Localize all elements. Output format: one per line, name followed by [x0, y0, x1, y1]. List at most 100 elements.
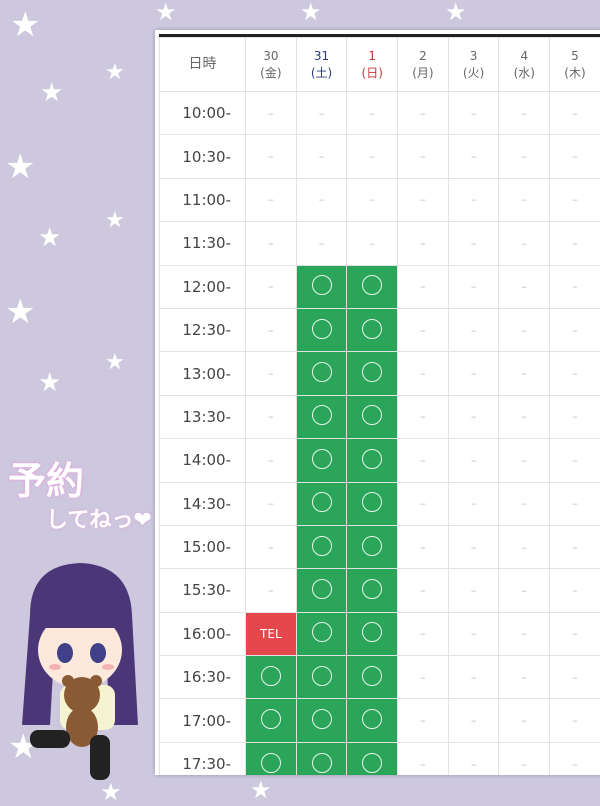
slot-available[interactable]: [347, 352, 398, 395]
promo-line1: 予約: [8, 450, 84, 505]
slot-unavailable: –: [499, 308, 550, 351]
slot-available[interactable]: [347, 308, 398, 351]
slot-unavailable: –: [550, 569, 600, 612]
slot-unavailable: –: [550, 135, 600, 178]
circle-icon: [362, 492, 382, 512]
time-label: 13:00-: [160, 352, 246, 395]
circle-icon: [261, 709, 281, 729]
slot-unavailable: –: [246, 222, 297, 265]
time-row: 14:00-–––––: [160, 439, 600, 482]
slot-unavailable: –: [448, 742, 499, 775]
star-icon: ★: [300, 0, 322, 24]
slot-unavailable: –: [246, 482, 297, 525]
slot-unavailable: –: [550, 178, 600, 221]
day-weekday: (木): [564, 66, 585, 80]
slot-available[interactable]: [296, 308, 347, 351]
slot-available[interactable]: [347, 612, 398, 655]
time-row: 12:30-–––––: [160, 308, 600, 351]
day-header: 4(水): [499, 38, 550, 92]
slot-unavailable: –: [448, 525, 499, 568]
circle-icon: [362, 319, 382, 339]
slot-unavailable: –: [246, 439, 297, 482]
circle-icon: [362, 709, 382, 729]
slot-unavailable: –: [296, 92, 347, 135]
time-row: 10:00-–––––––: [160, 92, 600, 135]
slot-unavailable: –: [448, 699, 499, 742]
slot-available[interactable]: [347, 439, 398, 482]
circle-icon: [312, 666, 332, 686]
circle-icon: [312, 709, 332, 729]
day-header: 30(金): [246, 38, 297, 92]
slot-available[interactable]: [246, 742, 297, 775]
star-icon: ★: [38, 370, 61, 396]
time-label: 16:00-: [160, 612, 246, 655]
circle-icon: [362, 362, 382, 382]
star-icon: ★: [10, 8, 40, 42]
star-icon: ★: [105, 352, 125, 374]
slot-available[interactable]: [296, 395, 347, 438]
slot-unavailable: –: [398, 308, 449, 351]
day-header: 3(火): [448, 38, 499, 92]
slot-unavailable: –: [550, 308, 600, 351]
slot-available[interactable]: [296, 612, 347, 655]
circle-icon: [312, 753, 332, 773]
slot-available[interactable]: [246, 699, 297, 742]
slot-unavailable: –: [246, 395, 297, 438]
time-label: 10:00-: [160, 92, 246, 135]
slot-available[interactable]: [296, 525, 347, 568]
slot-available[interactable]: [296, 699, 347, 742]
slot-unavailable: –: [448, 439, 499, 482]
slot-unavailable: –: [398, 612, 449, 655]
slot-available[interactable]: [347, 569, 398, 612]
slot-available[interactable]: [347, 395, 398, 438]
time-row: 12:00-–––––: [160, 265, 600, 308]
slot-unavailable: –: [398, 656, 449, 699]
slot-available[interactable]: [347, 699, 398, 742]
time-row: 17:00-––––: [160, 699, 600, 742]
circle-icon: [312, 579, 332, 599]
slot-available[interactable]: [296, 569, 347, 612]
slot-available[interactable]: [296, 482, 347, 525]
slot-available[interactable]: [296, 265, 347, 308]
slot-unavailable: –: [499, 482, 550, 525]
circle-icon: [362, 622, 382, 642]
slot-unavailable: –: [398, 569, 449, 612]
slot-unavailable: –: [398, 395, 449, 438]
slot-unavailable: –: [398, 439, 449, 482]
slot-unavailable: –: [550, 482, 600, 525]
slot-unavailable: –: [499, 92, 550, 135]
time-row: 15:30-–––––: [160, 569, 600, 612]
slot-unavailable: –: [246, 308, 297, 351]
slot-available[interactable]: [296, 742, 347, 775]
slot-available[interactable]: [296, 656, 347, 699]
day-date: 5: [571, 49, 579, 63]
slot-available[interactable]: [347, 742, 398, 775]
slot-unavailable: –: [499, 569, 550, 612]
slot-available[interactable]: [347, 482, 398, 525]
slot-unavailable: –: [448, 308, 499, 351]
slot-unavailable: –: [499, 395, 550, 438]
reserve-promo-logo: 予約 してねっ❤: [8, 440, 158, 540]
slot-unavailable: –: [246, 178, 297, 221]
slot-available[interactable]: [347, 525, 398, 568]
slot-available[interactable]: [347, 265, 398, 308]
slot-unavailable: –: [448, 178, 499, 221]
time-label: 16:30-: [160, 656, 246, 699]
slot-unavailable: –: [448, 395, 499, 438]
slot-available[interactable]: [296, 439, 347, 482]
slot-unavailable: –: [550, 612, 600, 655]
slot-available[interactable]: [347, 656, 398, 699]
slot-unavailable: –: [448, 569, 499, 612]
circle-icon: [312, 536, 332, 556]
time-label: 10:30-: [160, 135, 246, 178]
time-row: 16:00-TEL––––: [160, 612, 600, 655]
slot-phone[interactable]: TEL: [246, 612, 297, 655]
slot-unavailable: –: [398, 265, 449, 308]
slot-available[interactable]: [296, 352, 347, 395]
day-weekday: (月): [412, 66, 433, 80]
slot-unavailable: –: [347, 92, 398, 135]
slot-available[interactable]: [246, 656, 297, 699]
circle-icon: [362, 579, 382, 599]
slot-unavailable: –: [550, 656, 600, 699]
slot-unavailable: –: [448, 135, 499, 178]
